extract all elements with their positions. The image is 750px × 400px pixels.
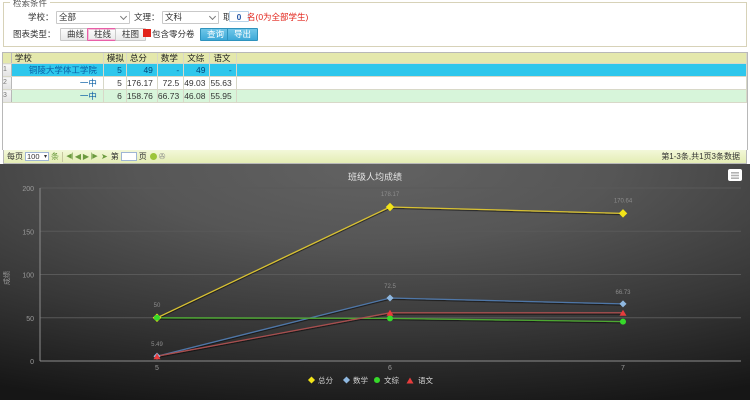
svg-text:成绩: 成绩 bbox=[2, 271, 11, 285]
svg-text:100: 100 bbox=[22, 273, 34, 280]
svg-text:0: 0 bbox=[30, 359, 34, 366]
svg-text:66.73: 66.73 bbox=[615, 290, 631, 296]
svg-text:150: 150 bbox=[22, 229, 34, 236]
svg-text:文综: 文综 bbox=[384, 375, 399, 385]
svg-text:班级人均成绩: 班级人均成绩 bbox=[348, 171, 402, 182]
svg-text:6: 6 bbox=[388, 365, 392, 372]
svg-text:5.49: 5.49 bbox=[151, 342, 163, 348]
svg-text:7: 7 bbox=[621, 365, 625, 372]
svg-text:178.17: 178.17 bbox=[381, 192, 400, 198]
svg-text:5: 5 bbox=[155, 365, 159, 372]
svg-text:200: 200 bbox=[22, 186, 34, 193]
svg-text:数学: 数学 bbox=[353, 375, 368, 385]
svg-text:总分: 总分 bbox=[318, 375, 333, 385]
svg-text:50: 50 bbox=[154, 303, 161, 309]
svg-text:170.64: 170.64 bbox=[614, 199, 633, 205]
svg-text:语文: 语文 bbox=[418, 375, 433, 385]
svg-text:50: 50 bbox=[26, 316, 34, 323]
svg-text:72.5: 72.5 bbox=[384, 284, 396, 290]
